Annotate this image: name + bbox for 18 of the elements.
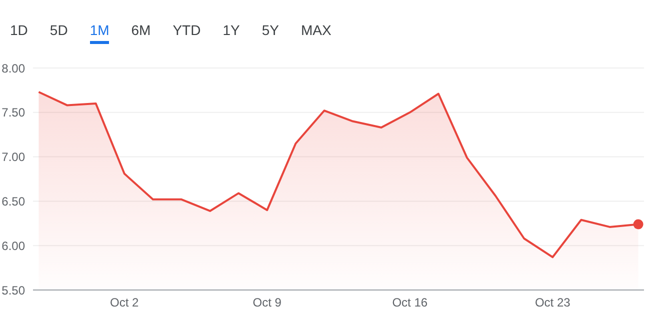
text: 6M bbox=[131, 22, 151, 40]
text: 5D bbox=[50, 22, 68, 40]
x-tick-label: Oct 23 bbox=[534, 296, 571, 310]
text: 1M bbox=[90, 22, 110, 44]
text: 5Y bbox=[262, 22, 279, 40]
text: 1D bbox=[10, 22, 28, 40]
y-tick-label: 7.50 bbox=[2, 106, 26, 120]
y-tick-label: 7.00 bbox=[2, 150, 26, 164]
text: MAX bbox=[300, 22, 332, 40]
y-tick-label: 8.00 bbox=[2, 61, 26, 76]
x-tick-label: Oct 2 bbox=[110, 296, 140, 310]
y-tick-label: 6.00 bbox=[2, 238, 26, 253]
y-tick-label: 6.50 bbox=[2, 194, 26, 208]
x-tick-label: Oct 9 bbox=[252, 296, 282, 310]
y-tick-label: 5.50 bbox=[2, 283, 26, 298]
x-tick-label: Oct 16 bbox=[392, 296, 428, 310]
text: YTD bbox=[172, 22, 201, 40]
text: 1Y bbox=[222, 22, 240, 40]
